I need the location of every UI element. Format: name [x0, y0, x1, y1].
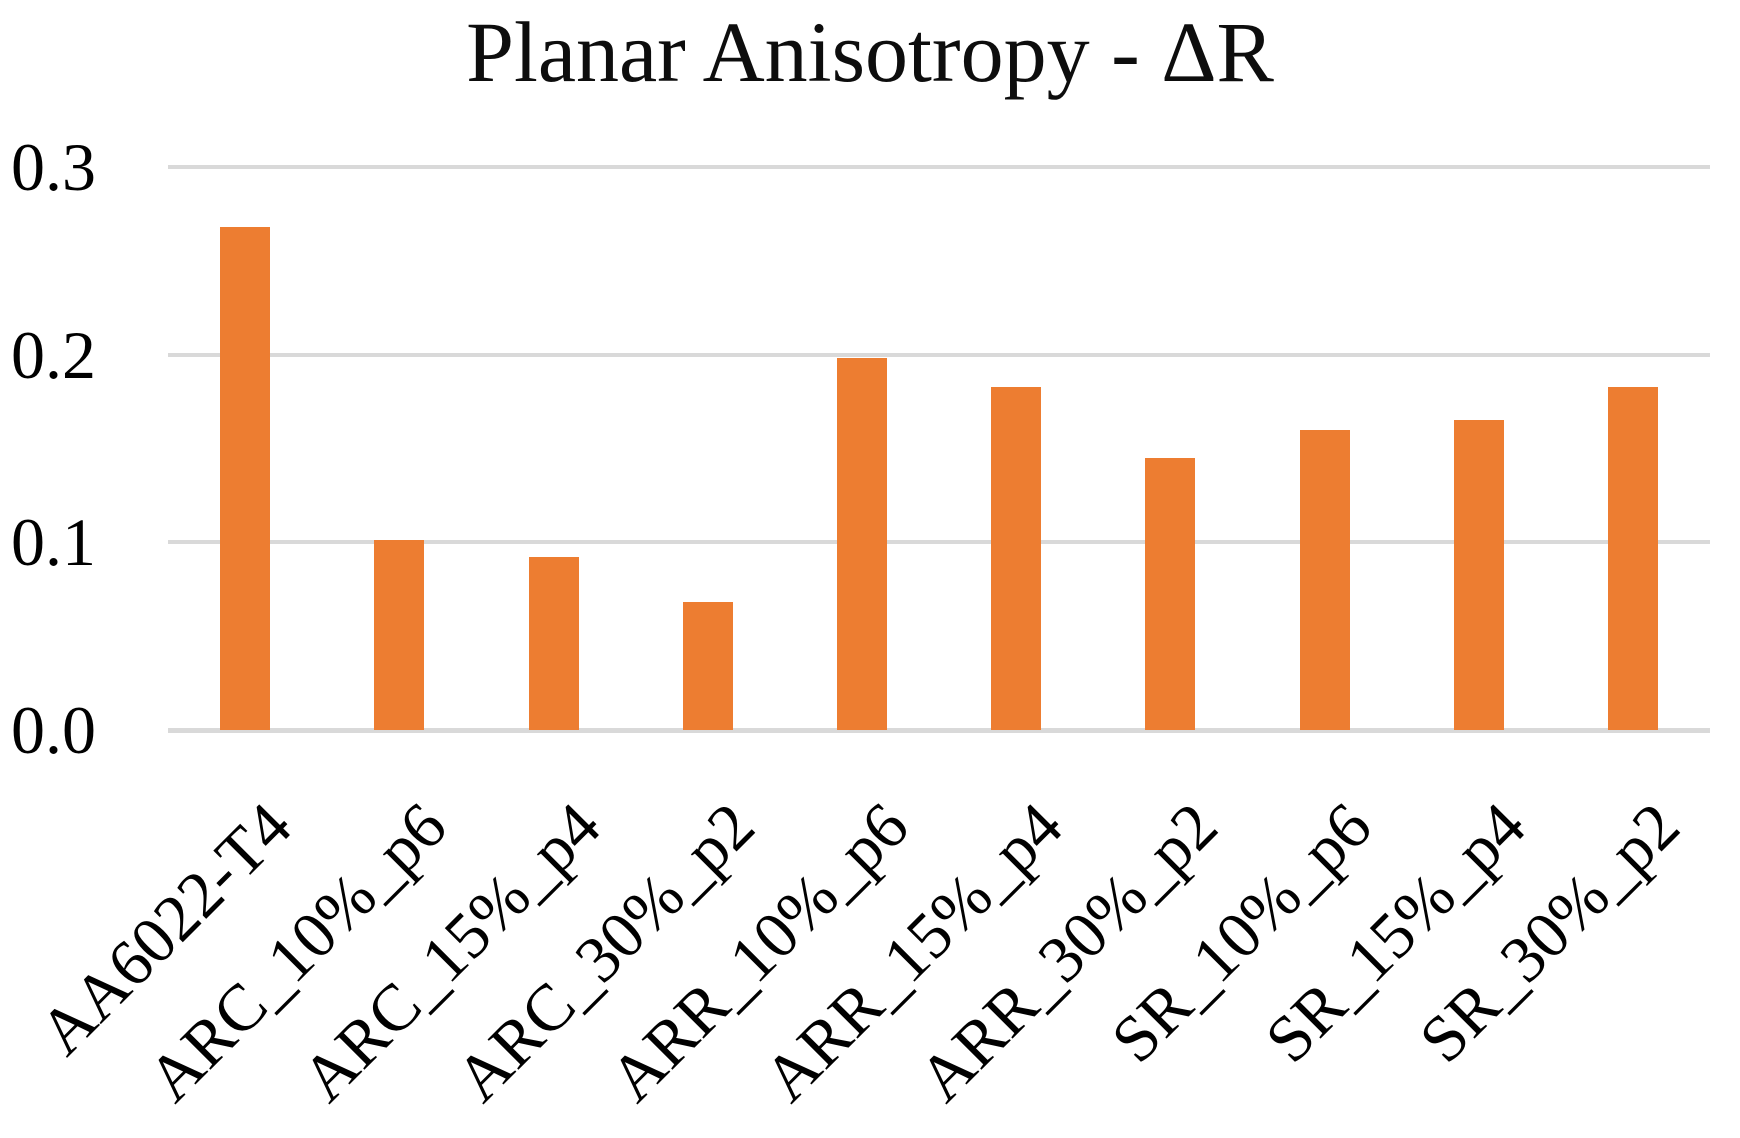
bar-ARC_15%_p4 — [528, 557, 579, 730]
y-axis-tick-label: 0.0 — [11, 692, 96, 768]
bar-ARR_10%_p6 — [836, 358, 887, 730]
y-axis-tick-label: 0.2 — [11, 316, 96, 393]
bar-SR_10%_p6 — [1299, 429, 1350, 730]
bar-ARR_15%_p4 — [991, 386, 1042, 730]
chart-title: Planar Anisotropy - ΔR — [466, 4, 1274, 100]
gridline-y-0.2 — [168, 352, 1710, 357]
bar-SR_30%_p2 — [1607, 386, 1658, 730]
bar-ARC_30%_p2 — [682, 602, 733, 730]
y-axis-tick-label: 0.3 — [11, 129, 96, 205]
gridline-y-0.3 — [168, 165, 1710, 169]
gridline-y-0.1 — [168, 540, 1710, 545]
plot-area — [168, 165, 1710, 733]
gridline-y-0.0 — [168, 728, 1710, 733]
bar-SR_15%_p4 — [1453, 420, 1504, 730]
bar-AA6022-T4 — [220, 227, 271, 730]
y-axis-tick-label: 0.1 — [11, 504, 96, 581]
bar-ARR_30%_p2 — [1145, 457, 1196, 730]
bar-ARC_10%_p6 — [374, 540, 425, 730]
